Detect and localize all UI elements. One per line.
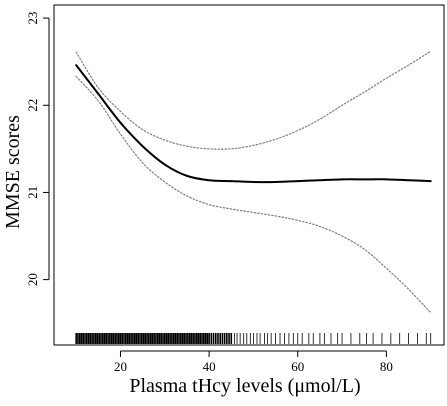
y-axis: 20 21 22 23: [25, 12, 50, 286]
x-axis-label: Plasma tHcy levels (μmol/L): [129, 375, 360, 397]
lower-95ci-line: [75, 75, 432, 314]
plot-area: [53, 4, 445, 346]
y-tick-label: 21: [25, 186, 40, 199]
x-tick-label: 60: [291, 359, 304, 374]
y-tick-label: 22: [25, 99, 40, 112]
y-tick-label: 23: [25, 12, 40, 25]
x-tick-label: 40: [203, 359, 216, 374]
x-tick-label: 80: [380, 359, 393, 374]
x-tick-label: 20: [114, 359, 127, 374]
x-axis: 20 40 60 80: [114, 350, 393, 374]
rug-plot: [75, 333, 432, 344]
upper-95ci-line: [75, 50, 432, 150]
y-axis-label: MMSE scores: [2, 115, 24, 229]
confidence-band: [75, 50, 432, 314]
estimate-line: [75, 64, 432, 184]
estimate-line: [75, 64, 432, 184]
y-tick-label: 20: [25, 273, 40, 286]
plot-border: [53, 4, 445, 346]
